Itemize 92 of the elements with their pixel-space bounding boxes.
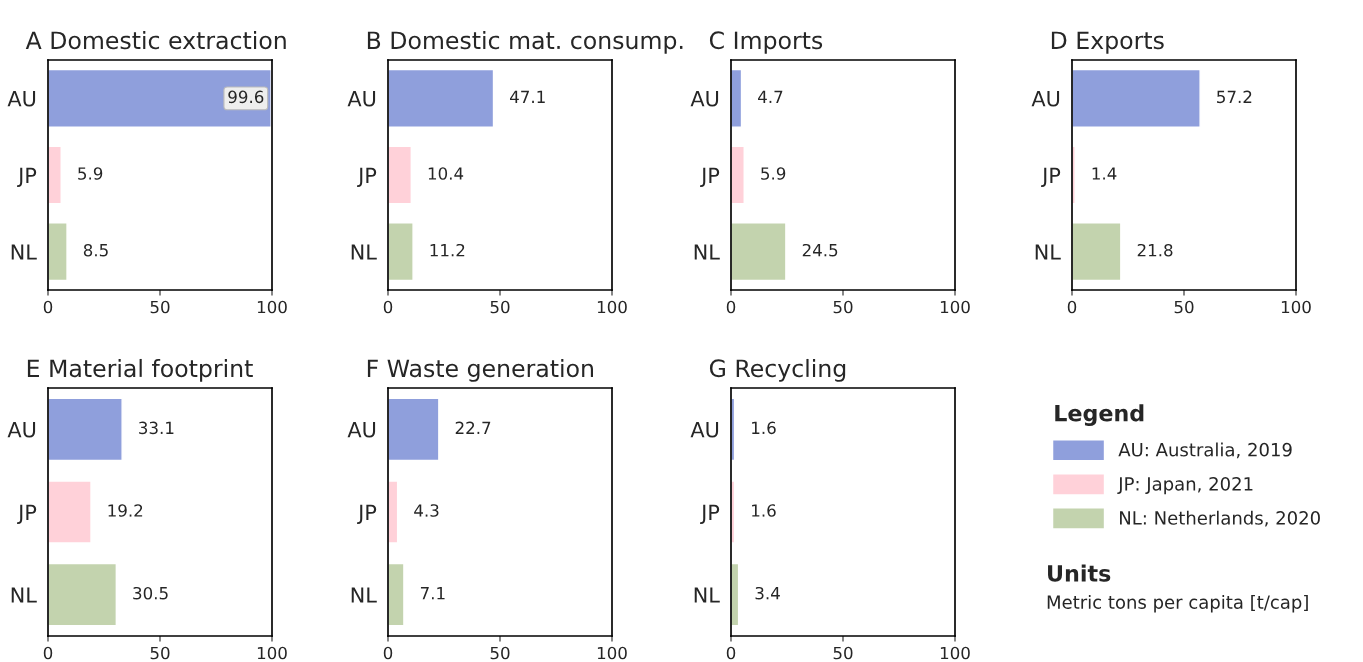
y-tick-label: AU	[347, 91, 376, 107]
text: Units	[1048, 564, 1111, 582]
x-tick-label: 0	[383, 300, 393, 314]
data-label: 10.4	[428, 167, 464, 180]
bar	[731, 222, 787, 282]
y-tick-label: AU	[1031, 91, 1060, 107]
data-label: 21.8	[1137, 243, 1173, 257]
y-tick-label: JP	[17, 167, 37, 188]
data-label: 99.6	[228, 90, 264, 104]
data-label: 33.1	[139, 421, 174, 435]
data-label: 11.2	[430, 243, 465, 257]
bar	[388, 68, 495, 128]
data-label: 22.7	[455, 421, 491, 434]
chart-title: F Waste generation	[367, 358, 593, 382]
y-tick-label: NL	[11, 244, 37, 260]
y-tick-label: AU	[690, 91, 719, 107]
bar	[1072, 68, 1201, 128]
data-label: 4.7	[758, 90, 783, 103]
data-label: 1.6	[752, 421, 776, 435]
data-label: 1.4	[1092, 167, 1117, 180]
y-tick-label: NL	[11, 587, 37, 603]
y-tick-label: JP	[357, 504, 377, 525]
x-tick-label: 0	[43, 646, 53, 660]
data-label: 24.5	[802, 243, 838, 257]
bar	[1072, 222, 1122, 282]
y-tick-label: NL	[351, 587, 377, 603]
data-label: 5.9	[761, 167, 786, 180]
x-tick-label: 50	[490, 646, 510, 660]
data-label: 57.2	[1217, 90, 1252, 104]
bar	[388, 397, 440, 462]
x-tick-label: 100	[940, 300, 970, 314]
category-label: NL: Netherlands, 2020	[1120, 510, 1320, 527]
y-tick-label: NL	[351, 244, 377, 260]
data-label: 30.5	[133, 586, 168, 600]
x-tick-label: 100	[1281, 300, 1311, 314]
data-label: 7.1	[420, 587, 445, 600]
category-label: JP: Japan, 2021	[1117, 476, 1253, 495]
x-tick-label: 0	[726, 646, 736, 660]
y-tick-label: JP	[700, 504, 720, 525]
bar	[48, 68, 272, 128]
y-tick-label: AU	[347, 422, 376, 438]
y-tick-label: JP	[357, 167, 377, 188]
bar	[48, 397, 123, 462]
y-tick-label: JP	[17, 504, 37, 525]
x-tick-label: 50	[833, 300, 853, 314]
x-tick-label: 100	[257, 300, 287, 314]
data-label: 8.5	[83, 243, 108, 257]
data-label: 47.1	[510, 90, 545, 103]
y-tick-label: NL	[694, 587, 720, 603]
y-tick-label: AU	[690, 422, 719, 438]
x-tick-label: 50	[490, 300, 510, 314]
x-tick-label: 100	[257, 646, 287, 660]
bar	[388, 145, 412, 205]
bar	[731, 68, 743, 128]
bar	[388, 222, 414, 282]
x-tick-label: 100	[940, 646, 970, 660]
text: Metric tons per capita [t/cap]	[1047, 595, 1308, 613]
data-label: 19.2	[108, 504, 143, 517]
bar	[48, 562, 118, 627]
y-tick-label: AU	[7, 422, 36, 438]
bar	[388, 562, 405, 627]
bar	[48, 222, 68, 282]
chart-title: A Domestic extraction	[25, 30, 286, 50]
x-tick-label: 0	[1067, 300, 1077, 314]
x-tick-label: 100	[597, 300, 627, 314]
chart-title: B Domestic mat. consump.	[367, 30, 683, 54]
legend-title: Legend	[1055, 404, 1144, 426]
category-label: AU: Australia, 2019	[1118, 442, 1292, 459]
data-label: 3.4	[755, 586, 780, 600]
y-tick-label: JP	[700, 167, 720, 188]
data-label: 1.6	[752, 504, 776, 517]
data-label: 5.9	[78, 167, 103, 180]
x-tick-label: 0	[43, 300, 53, 314]
bar	[731, 145, 745, 205]
y-tick-label: NL	[1035, 244, 1061, 260]
chart-title: D Exports	[1051, 31, 1164, 54]
x-tick-label: 100	[597, 646, 627, 660]
y-tick-label: JP	[1041, 167, 1061, 188]
data-label: 4.3	[414, 504, 439, 517]
x-tick-label: 50	[833, 646, 853, 660]
x-tick-label: 0	[726, 300, 736, 314]
x-tick-label: 50	[150, 300, 170, 314]
bar	[48, 145, 62, 205]
chart-title: G Recycling	[709, 358, 846, 382]
bar	[48, 480, 92, 544]
x-tick-label: 0	[383, 646, 393, 660]
y-tick-label: NL	[694, 244, 720, 260]
y-tick-label: AU	[7, 91, 36, 107]
x-tick-label: 50	[1174, 300, 1194, 314]
chart-title: E Material footprint	[27, 358, 253, 382]
x-tick-label: 50	[150, 646, 170, 660]
chart-title: C Imports	[709, 31, 823, 54]
